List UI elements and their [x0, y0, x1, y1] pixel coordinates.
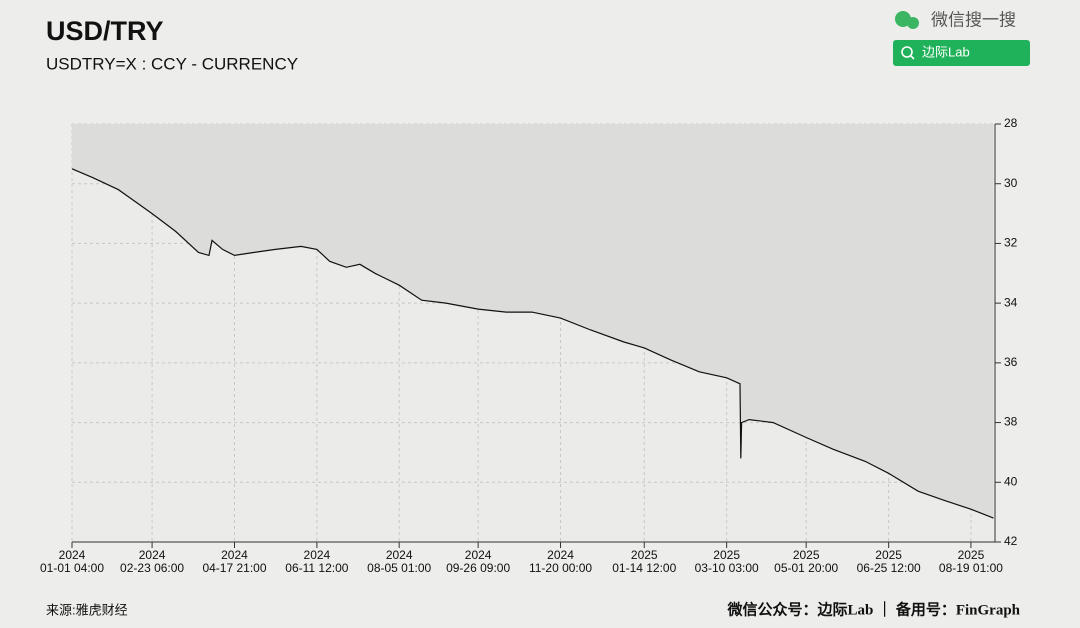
search-label[interactable]: 边际Lab [922, 44, 970, 59]
x-tick-label: 11-20 00:00 [529, 561, 592, 575]
line [71, 168, 994, 519]
x-tick-label: 2024 [386, 548, 413, 562]
search-icon [901, 46, 913, 58]
x-tick-label: 08-19 01:00 [939, 561, 1003, 575]
search-box[interactable] [893, 40, 1030, 66]
y-tick-label: 32 [1004, 236, 1018, 250]
x-tick-label: 02-23 06:00 [120, 561, 184, 575]
x-tick-label: 08-05 01:00 [367, 561, 431, 575]
x-tick-label: 2024 [59, 548, 86, 562]
y-tick-label: 38 [1004, 415, 1018, 429]
search-button[interactable]: 边际Lab [893, 40, 1030, 66]
y-tick-label: 36 [1004, 355, 1018, 369]
y-tick-label: 40 [1004, 474, 1018, 488]
x-tick-label: 2025 [958, 548, 985, 562]
chart-subtitle: USDTRY=X : CCY - CURRENCY [46, 54, 298, 73]
x-tick-label: 2025 [631, 548, 658, 562]
y-tick-label: 28 [1004, 116, 1018, 130]
source: 来源:雅虎财经 [46, 602, 128, 617]
x-tick-label: 2024 [304, 548, 331, 562]
footer: 微信公众号：边际Lab ｜ 备用号：FinGraph [726, 600, 1020, 618]
y-tick-label: 34 [1004, 295, 1018, 309]
search-icon [910, 55, 915, 60]
x-tick-label: 05-01 20:00 [774, 561, 838, 575]
x-tick-label: 06-25 12:00 [857, 561, 921, 575]
watermark-text: 微信搜一搜 [931, 10, 1016, 29]
x-tick-label: 01-01 04:00 [40, 561, 104, 575]
x-tick-label: 04-17 21:00 [202, 561, 266, 575]
x-tick-label: 09-26 09:00 [446, 561, 510, 575]
x-tick-label: 06-11 12:00 [285, 561, 348, 575]
x-tick-label: 2025 [713, 548, 740, 562]
x-tick-label: 2025 [793, 548, 820, 562]
area [72, 124, 994, 519]
x-tick-label: 2025 [875, 548, 902, 562]
x-tick-label: 03-10 03:00 [695, 561, 759, 575]
x-tick-label: 2024 [139, 548, 166, 562]
marks [71, 124, 994, 519]
wechat-icon [907, 17, 919, 29]
x-tick-label: 2024 [547, 548, 574, 562]
x-tick-label: 2024 [221, 548, 248, 562]
x-tick-label: 01-14 12:00 [612, 561, 676, 575]
y-tick-label: 42 [1004, 534, 1018, 548]
watermark: 微信搜一搜 [895, 10, 1016, 29]
chart-title: USD/TRY [46, 16, 164, 46]
y-tick-label: 30 [1004, 176, 1018, 190]
x-tick-label: 2024 [465, 548, 492, 562]
